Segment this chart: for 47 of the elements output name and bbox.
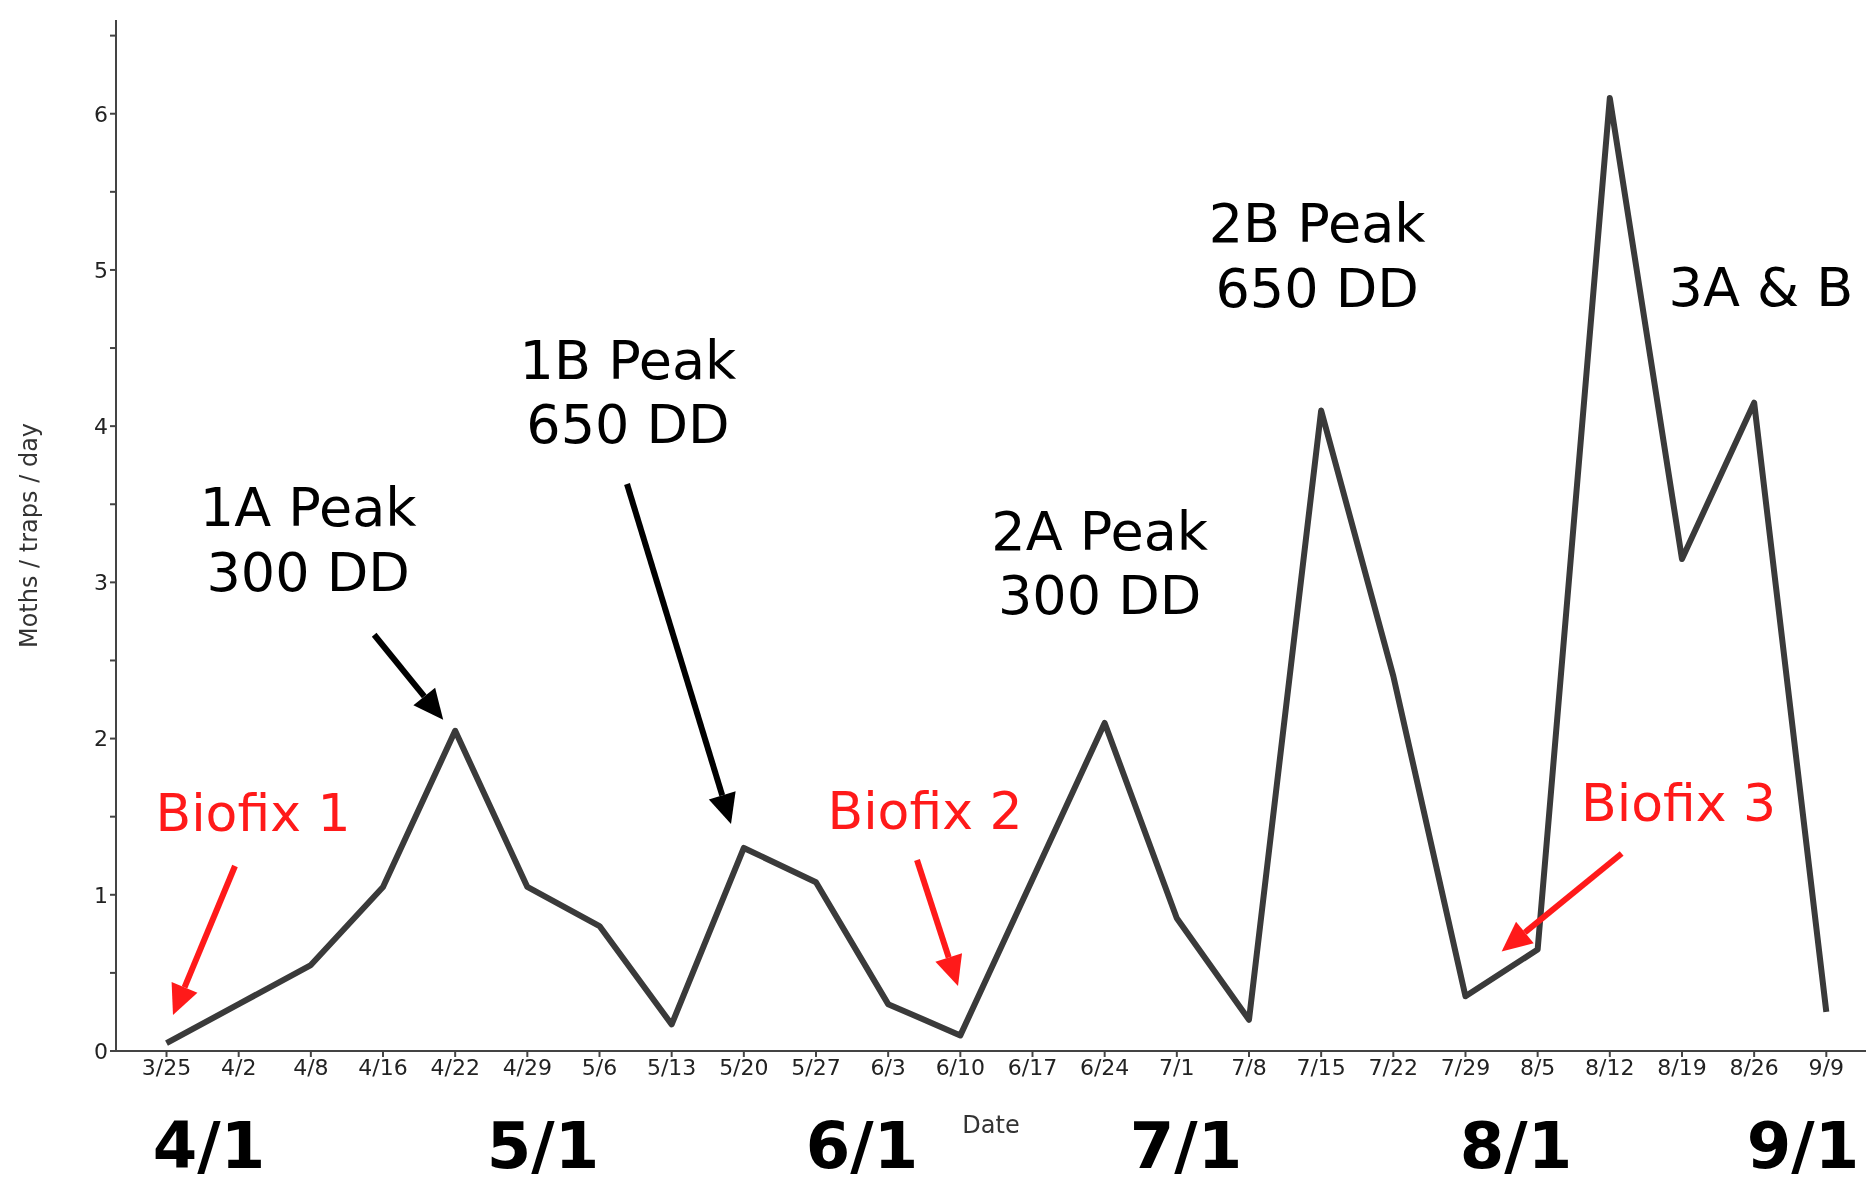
- x-tick-label: 5/13: [646, 1054, 697, 1080]
- y-tick-label: 6: [94, 101, 108, 127]
- annotation: 3A & B: [1668, 255, 1854, 319]
- annotation: Biofix 1: [155, 783, 351, 843]
- x-tick-label: 5/6: [581, 1054, 618, 1080]
- x-tick-label: 5/27: [791, 1054, 841, 1080]
- y-tick-label: 4: [94, 413, 108, 439]
- x-tick-label: 4/22: [430, 1054, 480, 1080]
- y-tick-label: 1: [94, 882, 108, 908]
- annotation: 2B Peak 650 DD: [1208, 191, 1427, 320]
- text: 7/1: [1129, 1109, 1243, 1183]
- text: 9/1: [1746, 1109, 1860, 1183]
- x-tick-label: 7/8: [1231, 1054, 1267, 1080]
- text: 5/1: [486, 1109, 600, 1183]
- x-tick-label: 4/29: [502, 1054, 553, 1080]
- y-tick-label: 2: [94, 726, 108, 752]
- annotation: Biofix 3: [1581, 773, 1777, 834]
- x-tick-label: 6/10: [935, 1054, 986, 1080]
- x-tick-label: 4/16: [358, 1054, 408, 1080]
- text: 6/1: [805, 1109, 919, 1183]
- annotation: 1B Peak 650 DD: [519, 328, 738, 456]
- x-tick-label: 4/8: [293, 1054, 329, 1080]
- annotation: 1A Peak 300 DD: [199, 475, 418, 604]
- x-tick-label: 4/2: [220, 1054, 257, 1080]
- x-tick-label: 7/15: [1296, 1054, 1346, 1080]
- x-tick-label: 5/20: [719, 1054, 769, 1080]
- text: 8/1: [1459, 1109, 1573, 1183]
- x-tick-label: 8/19: [1657, 1054, 1707, 1080]
- annotation: 2A Peak 300 DD: [991, 499, 1209, 627]
- x-tick-label: 6/24: [1079, 1054, 1130, 1080]
- x-tick-label: 7/29: [1440, 1054, 1491, 1080]
- x-tick-label: 3/25: [141, 1054, 192, 1080]
- y-tick-label: 5: [94, 257, 108, 283]
- x-tick-label: 7/1: [1159, 1054, 1195, 1080]
- x-tick-label: 8/26: [1729, 1054, 1779, 1080]
- x-tick-label: 8/5: [1519, 1054, 1556, 1080]
- x-tick-label: 6/3: [870, 1054, 906, 1080]
- x-axis-title: Date: [962, 1111, 1020, 1139]
- y-tick-label: 0: [94, 1038, 108, 1064]
- x-tick-label: 7/22: [1368, 1054, 1419, 1080]
- x-tick-label: 6/17: [1007, 1054, 1058, 1080]
- x-tick-label: 8/12: [1585, 1054, 1635, 1080]
- annotation: Biofix 2: [827, 781, 1023, 841]
- x-tick-label: 9/9: [1808, 1054, 1845, 1080]
- y-axis-title: Moths / traps / day: [14, 422, 43, 649]
- y-tick-label: 3: [94, 570, 108, 596]
- text: 4/1: [152, 1109, 266, 1183]
